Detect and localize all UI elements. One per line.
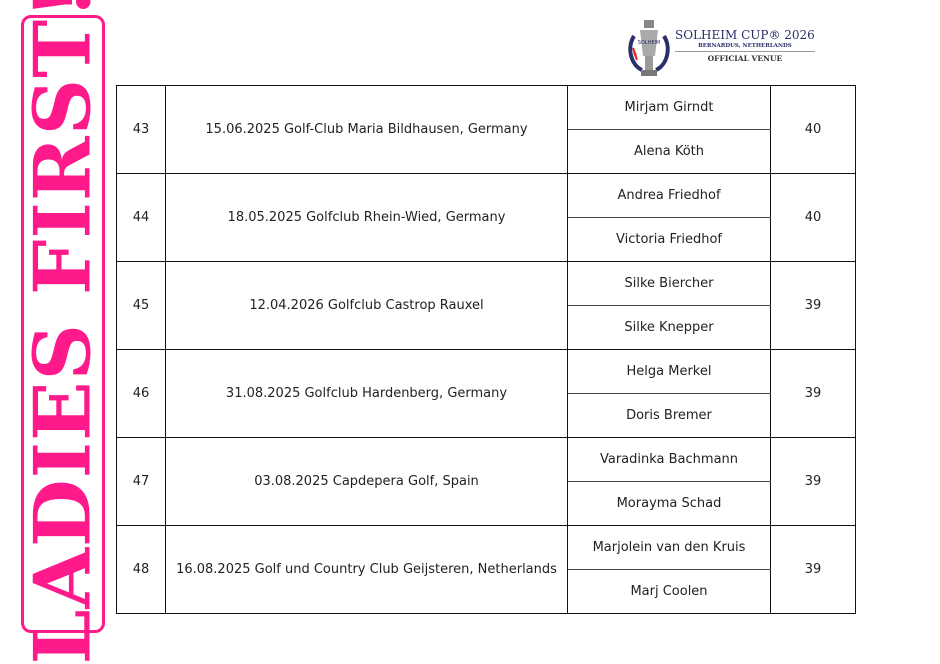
event-cell: 15.06.2025 Golf-Club Maria Bildhausen, G… xyxy=(165,85,568,174)
score-cell: 40 xyxy=(770,173,856,262)
rank-cell: 43 xyxy=(116,85,166,174)
table-row: 46 31.08.2025 Golfclub Hardenberg, German… xyxy=(116,349,856,438)
player-cell: Victoria Friedhof xyxy=(567,217,771,262)
table-row: 48 16.08.2025 Golf und Country Club Geijs… xyxy=(116,525,856,614)
table-row: 45 12.04.2026 Golfclub Castrop Rauxel Silk… xyxy=(116,261,856,350)
player-cell: Doris Bremer xyxy=(567,393,771,438)
player-cell: Marjolein van den Kruis xyxy=(567,525,771,570)
event-cell: 18.05.2025 Golfclub Rhein-Wied, Germany xyxy=(165,173,568,262)
ladies-first-banner: LADIES FIRST! xyxy=(18,0,109,664)
logo-title: SOLHEIM CUP® 2026 xyxy=(675,28,815,42)
player-cell: Morayma Schad xyxy=(567,481,771,526)
event-cell: 31.08.2025 Golfclub Hardenberg, Germany xyxy=(165,349,568,438)
event-cell: 12.04.2026 Golfclub Castrop Rauxel xyxy=(165,261,568,350)
table-row-sub: Marj Coolen xyxy=(117,569,856,614)
score-cell: 39 xyxy=(770,349,856,438)
player-cell: Varadinka Bachmann xyxy=(567,437,771,482)
rank-cell: 47 xyxy=(116,437,166,526)
table-row-sub: Doris Bremer xyxy=(117,393,856,438)
table-row: 43 15.06.2025 Golf-Club Maria Bildhausen,… xyxy=(116,85,856,174)
table-row-sub: Alena Köth xyxy=(117,129,856,174)
logo-subtitle: BERNARDUS, NETHERLANDS xyxy=(698,43,792,49)
trophy-icon: SOLHEIM xyxy=(628,20,670,76)
table-row-sub: Morayma Schad xyxy=(117,481,856,526)
score-cell: 39 xyxy=(770,437,856,526)
solheim-cup-logo: SOLHEIM SOLHEIM CUP® 2026 BERNARDUS, NET… xyxy=(625,18,815,82)
player-cell: Alena Köth xyxy=(567,129,771,174)
player-cell: Silke Knepper xyxy=(567,305,771,350)
rank-cell: 45 xyxy=(116,261,166,350)
table-row: 44 18.05.2025 Golfclub Rhein-Wied, German… xyxy=(116,173,856,262)
table-row: 47 03.08.2025 Capdepera Golf, Spain Varadi… xyxy=(116,437,856,526)
rank-cell: 46 xyxy=(116,349,166,438)
score-cell: 39 xyxy=(770,261,856,350)
score-cell: 39 xyxy=(770,525,856,614)
event-cell: 16.08.2025 Golf und Country Club Geijste… xyxy=(165,525,568,614)
player-cell: Helga Merkel xyxy=(567,349,771,394)
player-cell: Andrea Friedhof xyxy=(567,173,771,218)
event-cell: 03.08.2025 Capdepera Golf, Spain xyxy=(165,437,568,526)
rank-cell: 48 xyxy=(116,525,166,614)
banner-text: LADIES FIRST! xyxy=(17,0,109,664)
player-cell: Silke Biercher xyxy=(567,261,771,306)
rank-cell: 44 xyxy=(116,173,166,262)
trophy-text: SOLHEIM xyxy=(638,40,661,46)
logo-tag: OFFICIAL VENUE xyxy=(675,51,815,63)
player-cell: Marj Coolen xyxy=(567,569,771,614)
table-row-sub: Victoria Friedhof xyxy=(117,217,856,262)
score-cell: 40 xyxy=(770,85,856,174)
results-table: 43 15.06.2025 Golf-Club Maria Bildhausen,… xyxy=(116,85,856,614)
player-cell: Mirjam Girndt xyxy=(567,85,771,130)
